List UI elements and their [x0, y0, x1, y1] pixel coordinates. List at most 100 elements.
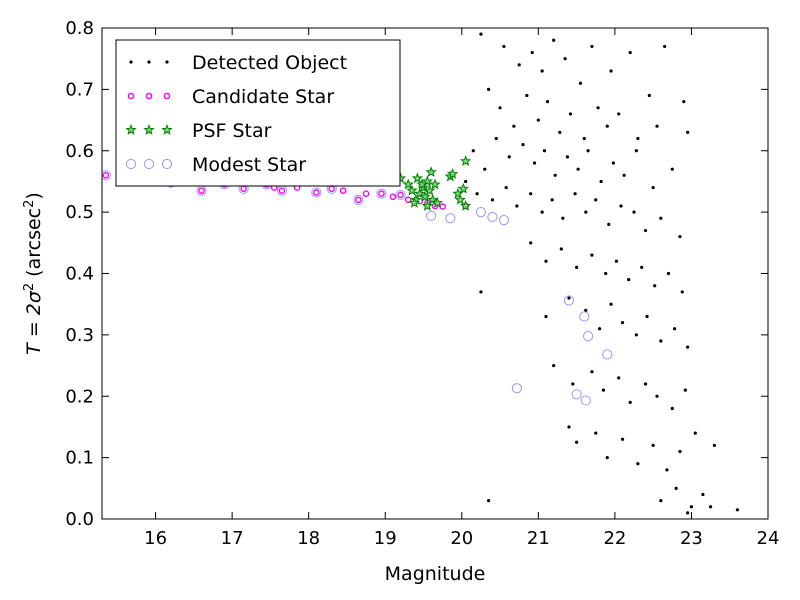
data-point-detected-object	[529, 192, 533, 196]
data-point-detected-object	[643, 382, 648, 386]
data-point-detected-object	[680, 290, 684, 294]
data-point-detected-object	[584, 210, 588, 214]
legend-marker-modest-star	[161, 158, 173, 170]
data-point-detected-object	[651, 443, 655, 447]
x-tick-label: 23	[680, 528, 703, 549]
y-tick-label: 0.7	[65, 79, 94, 100]
data-point-detected-object	[590, 44, 594, 49]
data-point-detected-object	[568, 112, 573, 116]
legend-marker-detected-object	[165, 60, 169, 64]
legend-marker-detected-object	[129, 60, 133, 64]
data-point-detected-object	[567, 425, 571, 429]
data-point-detected-object	[525, 93, 529, 98]
data-point-candidate-star	[378, 190, 385, 198]
y-axis-title-unit-close: )	[23, 192, 45, 199]
data-point-detected-object	[622, 173, 626, 177]
data-point-detected-object	[682, 100, 686, 104]
data-point-detected-object	[498, 106, 502, 110]
legend-marker-psf-star	[161, 124, 173, 135]
legend-entry-detected-object: Detected Object	[129, 52, 347, 74]
data-point-detected-object	[582, 136, 586, 141]
data-point-candidate-star	[362, 190, 370, 198]
series-layer	[102, 32, 739, 515]
data-point-detected-object	[686, 345, 690, 349]
data-point-detected-object	[529, 241, 533, 245]
data-point-candidate-star	[198, 187, 205, 194]
y-axis-title-unit: (arcsec	[23, 208, 45, 277]
y-tick-label: 0.5	[65, 202, 94, 223]
data-point-modest-star	[579, 311, 590, 322]
data-point-detected-object	[651, 185, 655, 190]
data-point-detected-object	[552, 363, 556, 368]
data-point-detected-object	[517, 63, 521, 67]
legend-marker-psf-star	[143, 124, 155, 135]
data-point-detected-object	[628, 400, 632, 404]
data-point-modest-star	[311, 187, 322, 198]
data-point-detected-object	[565, 155, 570, 159]
data-point-detected-object	[559, 247, 563, 251]
y-tick-label: 0.2	[65, 386, 94, 407]
legend: Detected Object Candidate Star PSF Star Mod…	[115, 39, 401, 187]
data-point-detected-object	[605, 456, 609, 460]
data-point-detected-object	[673, 327, 677, 331]
legend-entry-modest-star: Modest Star	[125, 154, 306, 176]
x-tick-label: 24	[757, 528, 780, 549]
data-point-psf-star	[423, 184, 436, 196]
data-point-detected-object	[594, 198, 598, 202]
data-point-modest-star	[580, 395, 591, 406]
legend-label-candidate-star: Candidate Star	[192, 86, 334, 108]
data-point-detected-object	[628, 50, 632, 55]
data-point-detected-object	[502, 44, 506, 49]
data-point-detected-object	[571, 382, 575, 386]
data-point-detected-object	[735, 508, 739, 512]
x-axis-title: Magnitude	[385, 563, 486, 585]
data-point-psf-star	[402, 178, 414, 190]
data-point-candidate-star	[404, 196, 412, 204]
data-point-detected-object	[575, 440, 579, 444]
data-point-detected-object	[647, 93, 651, 98]
data-point-detected-object	[479, 290, 483, 294]
series-psf-star	[394, 155, 472, 211]
legend-marker-candidate-star	[127, 92, 135, 100]
data-point-detected-object	[663, 44, 667, 49]
legend-marker-modest-star	[125, 158, 137, 170]
data-point-psf-star	[457, 182, 469, 194]
data-point-modest-star	[395, 189, 406, 201]
data-point-detected-object	[576, 167, 580, 171]
data-point-detected-object	[678, 449, 682, 454]
data-point-detected-object	[486, 498, 491, 503]
data-point-detected-object	[558, 130, 562, 134]
data-point-psf-star	[421, 200, 434, 211]
legend-marker-modest-star	[143, 158, 155, 170]
y-axis-title-unit-sup: 2	[22, 200, 37, 208]
data-point-detected-object	[578, 81, 583, 85]
data-point-detected-object	[542, 149, 547, 153]
data-point-detected-object	[627, 278, 631, 282]
data-point-detected-object	[665, 468, 669, 472]
data-point-detected-object	[573, 192, 577, 196]
data-point-detected-object	[532, 161, 537, 165]
data-point-detected-object	[620, 321, 625, 325]
data-point-modest-star	[571, 389, 582, 400]
data-point-detected-object	[689, 505, 694, 509]
data-point-psf-star	[429, 178, 441, 190]
data-point-detected-object	[464, 179, 468, 184]
data-point-psf-star	[406, 184, 418, 196]
data-point-detected-object	[515, 204, 519, 208]
data-point-detected-object	[653, 284, 657, 288]
data-point-detected-object	[530, 50, 534, 55]
data-point-detected-object	[693, 431, 697, 435]
data-point-detected-object	[712, 443, 717, 447]
y-tick-label: 0.6	[65, 141, 94, 162]
data-point-psf-star	[411, 172, 424, 184]
data-point-psf-star	[419, 190, 431, 202]
data-point-detected-object	[599, 179, 603, 184]
data-point-detected-object	[670, 167, 674, 171]
data-point-detected-object	[609, 302, 613, 306]
data-point-detected-object	[611, 161, 615, 165]
data-point-detected-object	[655, 124, 659, 128]
legend-marker-candidate-star	[145, 92, 153, 100]
data-point-modest-star	[376, 188, 387, 199]
data-point-detected-object	[575, 265, 579, 269]
